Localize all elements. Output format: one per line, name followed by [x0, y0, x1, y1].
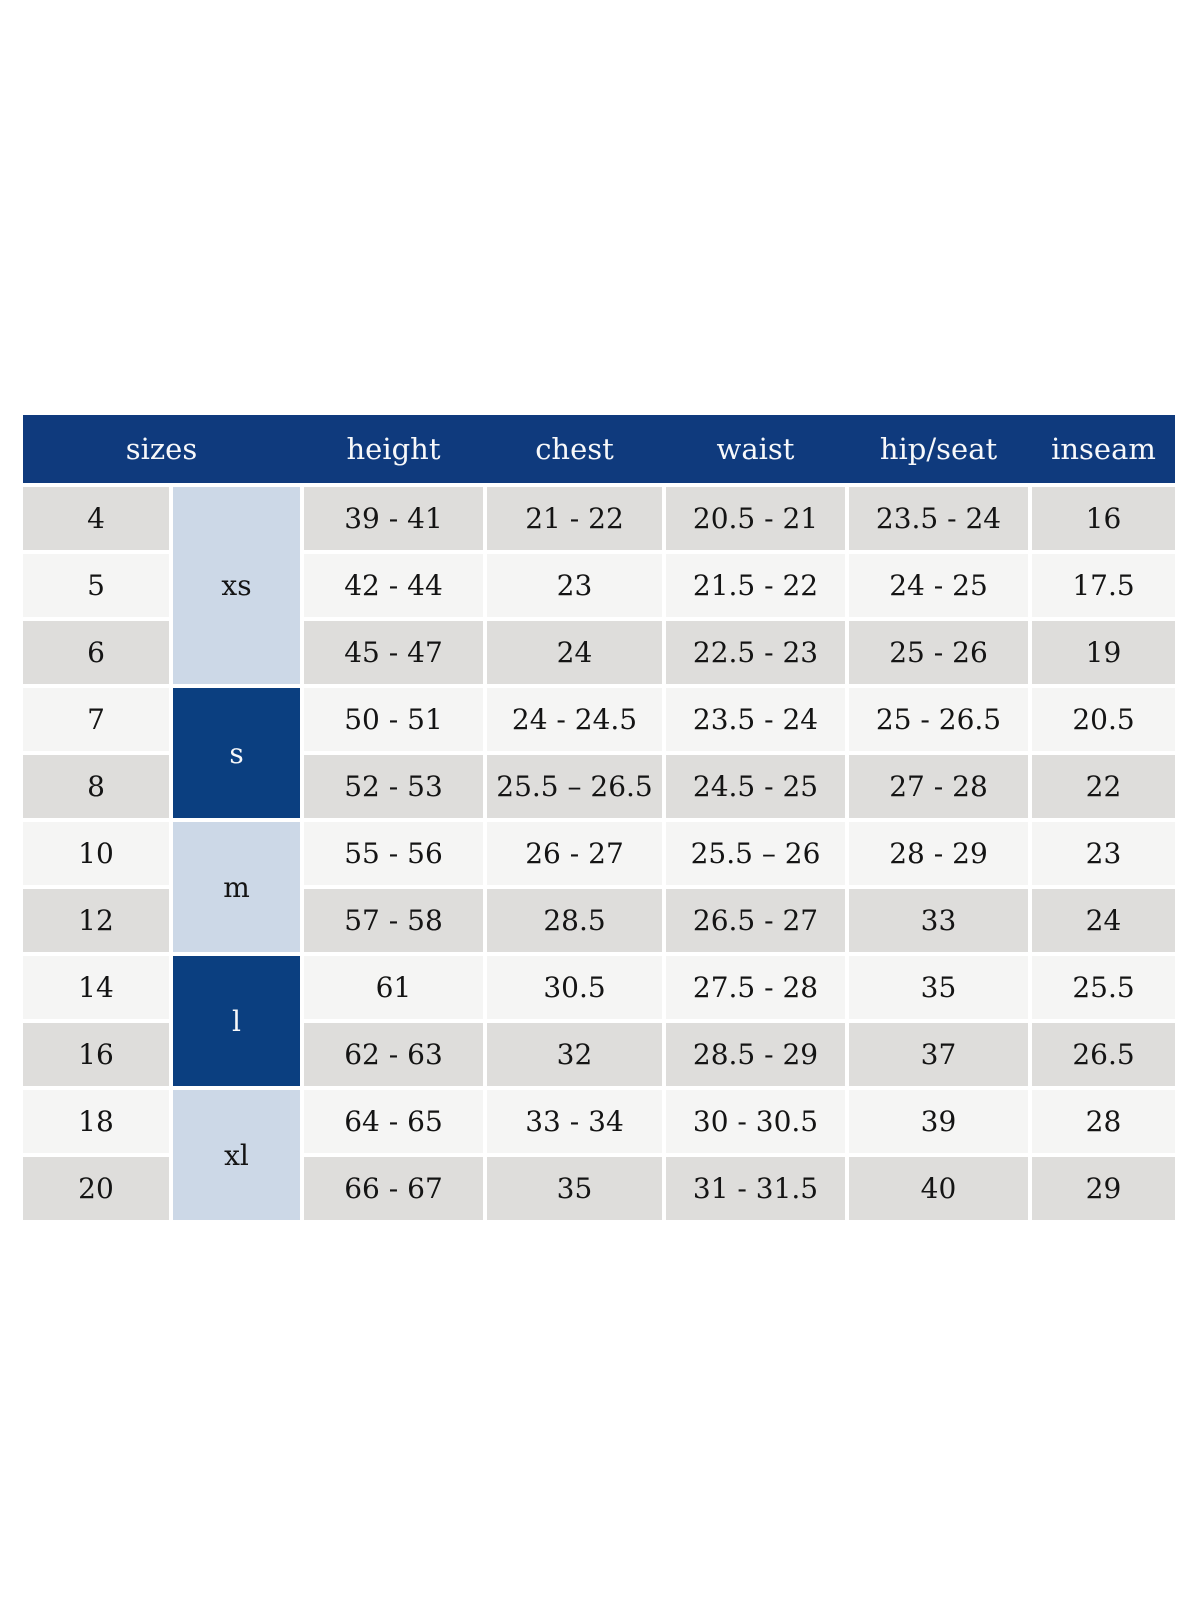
chest-cell: 24 - 24.5	[487, 688, 662, 751]
waist-cell: 31 - 31.5	[666, 1157, 845, 1220]
hip-seat-cell: 33	[849, 889, 1028, 952]
height-cell: 42 - 44	[304, 554, 483, 617]
inseam-cell: 26.5	[1032, 1023, 1175, 1086]
size-cell: 8	[23, 755, 169, 818]
waist-cell: 24.5 - 25	[666, 755, 845, 818]
header-waist: waist	[716, 432, 795, 466]
hip-seat-cell: 25 - 26	[849, 621, 1028, 684]
size-cell: 7	[23, 688, 169, 751]
chest-cell: 33 - 34	[487, 1090, 662, 1153]
inseam-cell: 24	[1032, 889, 1175, 952]
height-cell: 45 - 47	[304, 621, 483, 684]
inseam-cell: 25.5	[1032, 956, 1175, 1019]
chest-cell: 21 - 22	[487, 487, 662, 550]
waist-cell: 30 - 30.5	[666, 1090, 845, 1153]
inseam-cell: 28	[1032, 1090, 1175, 1153]
hip-seat-cell: 40	[849, 1157, 1028, 1220]
size-group-cell: l	[173, 956, 300, 1086]
chest-cell: 30.5	[487, 956, 662, 1019]
table-header-row: sizes height chest waist hip/seat inseam	[23, 415, 1175, 483]
chest-cell: 35	[487, 1157, 662, 1220]
waist-cell: 20.5 - 21	[666, 487, 845, 550]
size-group-cell: s	[173, 688, 300, 818]
waist-cell: 23.5 - 24	[666, 688, 845, 751]
inseam-cell: 22	[1032, 755, 1175, 818]
height-cell: 64 - 65	[304, 1090, 483, 1153]
height-cell: 62 - 63	[304, 1023, 483, 1086]
height-cell: 61	[304, 956, 483, 1019]
size-group-cell: xs	[173, 487, 300, 684]
inseam-cell: 23	[1032, 822, 1175, 885]
inseam-cell: 19	[1032, 621, 1175, 684]
chest-cell: 26 - 27	[487, 822, 662, 885]
height-cell: 57 - 58	[304, 889, 483, 952]
waist-cell: 26.5 - 27	[666, 889, 845, 952]
inseam-cell: 20.5	[1032, 688, 1175, 751]
size-cell: 12	[23, 889, 169, 952]
chest-cell: 32	[487, 1023, 662, 1086]
inseam-cell: 17.5	[1032, 554, 1175, 617]
inseam-cell: 16	[1032, 487, 1175, 550]
height-cell: 50 - 51	[304, 688, 483, 751]
hip-seat-cell: 39	[849, 1090, 1028, 1153]
hip-seat-cell: 28 - 29	[849, 822, 1028, 885]
chest-cell: 25.5 – 26.5	[487, 755, 662, 818]
waist-cell: 28.5 - 29	[666, 1023, 845, 1086]
hip-seat-cell: 37	[849, 1023, 1028, 1086]
size-cell: 18	[23, 1090, 169, 1153]
waist-cell: 25.5 – 26	[666, 822, 845, 885]
header-height: height	[346, 432, 441, 466]
height-cell: 66 - 67	[304, 1157, 483, 1220]
size-cell: 4	[23, 487, 169, 550]
size-group-cell: xl	[173, 1090, 300, 1220]
waist-cell: 27.5 - 28	[666, 956, 845, 1019]
header-chest: chest	[535, 432, 614, 466]
size-cell: 10	[23, 822, 169, 885]
waist-cell: 22.5 - 23	[666, 621, 845, 684]
size-cell: 6	[23, 621, 169, 684]
inseam-cell: 29	[1032, 1157, 1175, 1220]
hip-seat-cell: 25 - 26.5	[849, 688, 1028, 751]
size-cell: 16	[23, 1023, 169, 1086]
header-sizes: sizes	[125, 432, 198, 466]
header-hip-seat: hip/seat	[879, 432, 998, 466]
header-inseam: inseam	[1051, 432, 1156, 466]
size-chart-table: sizes height chest waist hip/seat inseam…	[23, 415, 1175, 1220]
size-cell: 5	[23, 554, 169, 617]
size-cell: 20	[23, 1157, 169, 1220]
table-body: 4 xs 39 - 41 21 - 22 20.5 - 21 23.5 - 24…	[23, 487, 1175, 1220]
chest-cell: 24	[487, 621, 662, 684]
height-cell: 55 - 56	[304, 822, 483, 885]
hip-seat-cell: 23.5 - 24	[849, 487, 1028, 550]
chest-cell: 23	[487, 554, 662, 617]
height-cell: 52 - 53	[304, 755, 483, 818]
height-cell: 39 - 41	[304, 487, 483, 550]
size-cell: 14	[23, 956, 169, 1019]
hip-seat-cell: 24 - 25	[849, 554, 1028, 617]
hip-seat-cell: 27 - 28	[849, 755, 1028, 818]
hip-seat-cell: 35	[849, 956, 1028, 1019]
size-group-cell: m	[173, 822, 300, 952]
waist-cell: 21.5 - 22	[666, 554, 845, 617]
chest-cell: 28.5	[487, 889, 662, 952]
